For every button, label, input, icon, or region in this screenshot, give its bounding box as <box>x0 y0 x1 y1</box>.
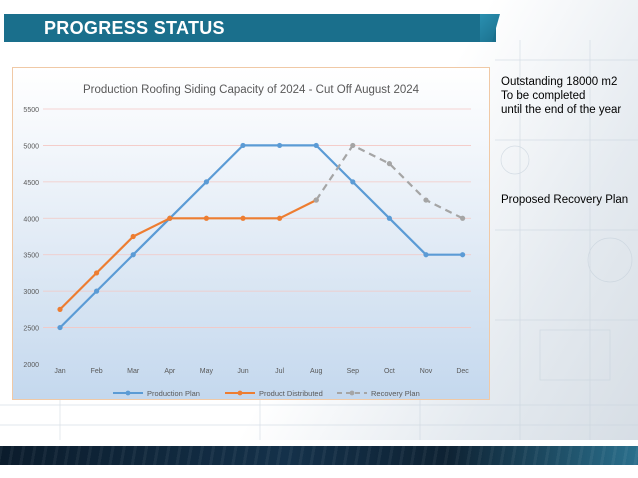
x-tick-label: Mar <box>127 368 140 375</box>
recovery-plan-note: Proposed Recovery Plan <box>501 194 629 206</box>
outstanding-note: Outstanding 18000 m2 To be completed unt… <box>501 75 631 117</box>
legend-label: Production Plan <box>147 389 200 398</box>
data-point <box>240 142 246 149</box>
footer-texture <box>0 446 638 465</box>
data-point <box>130 252 136 258</box>
y-tick-label: 5500 <box>23 107 39 114</box>
data-point <box>130 233 136 240</box>
x-tick-label: May <box>200 368 214 375</box>
x-tick-label: Apr <box>164 368 176 375</box>
data-point <box>386 161 392 167</box>
data-point <box>94 288 100 294</box>
y-tick-label: 2500 <box>23 326 39 333</box>
legend-marker <box>237 390 243 396</box>
data-point <box>203 179 209 185</box>
outstanding-line-2: To be completed <box>501 90 586 102</box>
data-point <box>203 215 209 221</box>
legend-marker <box>125 390 131 396</box>
y-tick-label: 4000 <box>23 216 39 223</box>
chart-frame: Production Roofing Siding Capacity of 20… <box>12 67 490 400</box>
data-point <box>57 306 63 312</box>
page-title: PROGRESS STATUS <box>44 18 225 38</box>
blueprint-lines <box>0 40 638 440</box>
x-tick-label: Oct <box>384 368 395 375</box>
line-chart: Production Roofing Siding Capacity of 20… <box>23 84 471 398</box>
data-point <box>167 215 173 221</box>
chart-title: Production Roofing Siding Capacity of 20… <box>83 84 420 96</box>
y-tick-label: 5000 <box>23 143 39 150</box>
x-tick-label: Sep <box>347 368 360 375</box>
outstanding-line-3: until the end of the year <box>501 104 622 116</box>
legend-label: Product Distributed <box>259 389 323 398</box>
legend-marker <box>349 390 355 396</box>
x-tick-label: Feb <box>91 368 103 375</box>
legend-label: Recovery Plan <box>371 389 420 398</box>
x-tick-label: Jan <box>54 368 65 375</box>
y-tick-label: 3500 <box>23 253 39 260</box>
data-point <box>423 252 429 258</box>
data-point <box>350 179 356 185</box>
data-point <box>350 142 356 149</box>
x-tick-label: Aug <box>310 368 323 375</box>
y-tick-label: 3000 <box>23 289 39 296</box>
data-point <box>277 142 283 149</box>
data-point <box>313 142 319 149</box>
data-point <box>277 215 283 221</box>
y-tick-label: 4500 <box>23 180 39 187</box>
data-point <box>313 197 319 203</box>
x-tick-label: Dec <box>456 368 469 375</box>
x-tick-label: Nov <box>420 368 433 375</box>
series-line-1 <box>59 199 317 311</box>
data-point <box>460 215 466 221</box>
data-point <box>423 197 429 203</box>
data-point <box>386 215 392 221</box>
series-line-0 <box>59 144 463 329</box>
data-point <box>57 324 63 331</box>
data-point <box>94 270 100 276</box>
x-tick-label: Jul <box>275 368 284 375</box>
x-tick-label: Jun <box>237 368 248 375</box>
data-point <box>240 215 246 221</box>
outstanding-line-1: Outstanding 18000 m2 <box>501 76 618 88</box>
header-bar <box>4 14 496 42</box>
series-line-2 <box>315 144 464 220</box>
footer-band <box>0 446 638 465</box>
y-tick-label: 2000 <box>23 362 39 369</box>
data-point <box>460 252 466 258</box>
